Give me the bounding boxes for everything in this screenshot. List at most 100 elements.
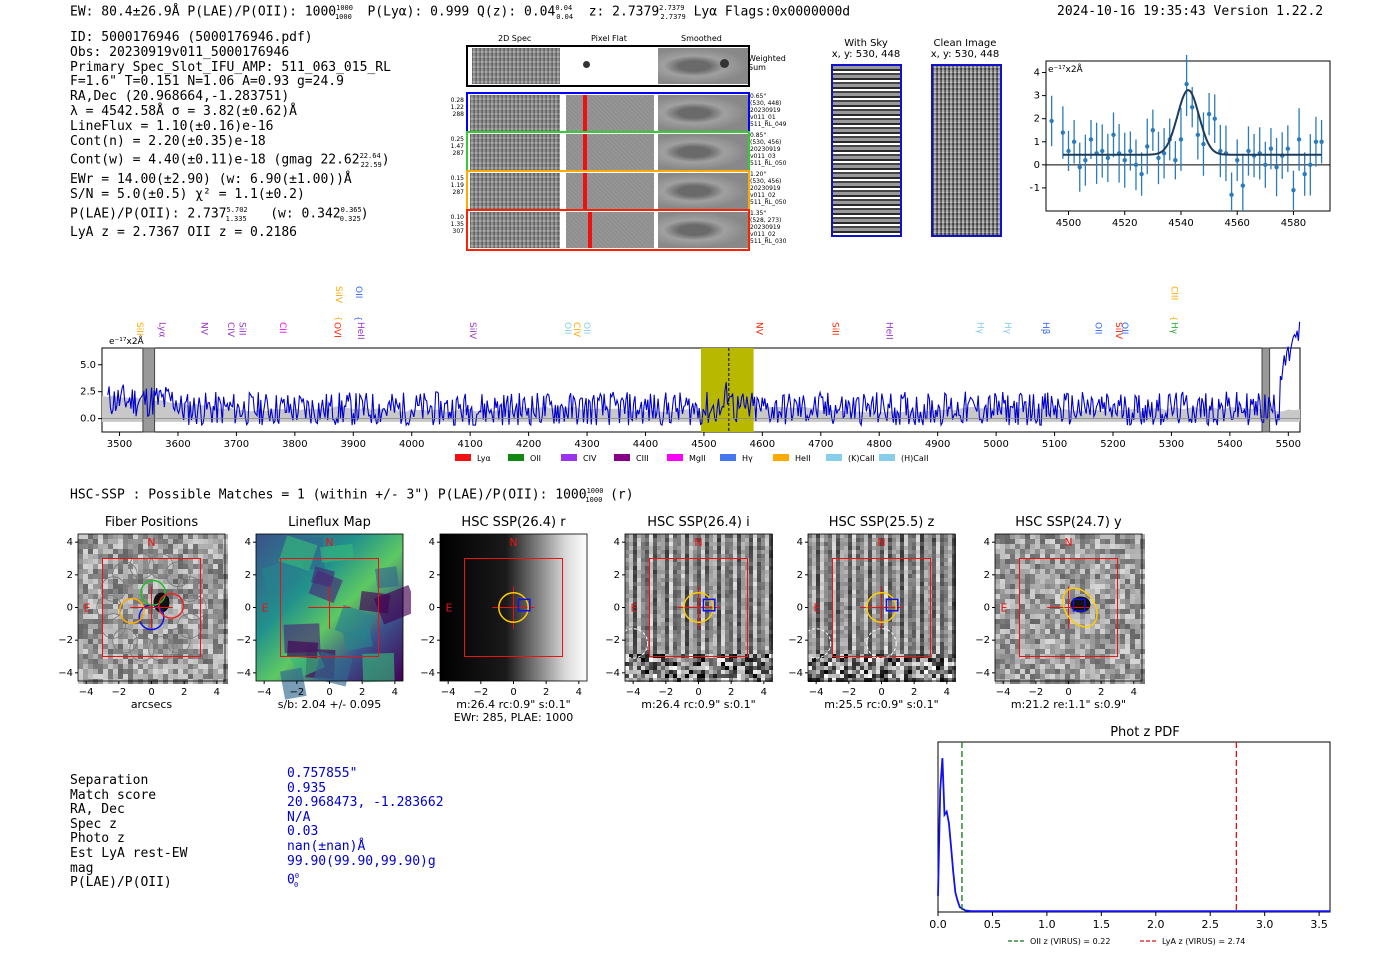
imaging-pixel	[765, 650, 769, 654]
imaging-pixel	[932, 678, 936, 682]
imaging-pixel	[178, 539, 183, 544]
imaging-pixel	[641, 618, 645, 622]
imaging-pixel	[948, 594, 952, 598]
imaging-pixel	[832, 602, 836, 606]
imaging-pixel	[1050, 634, 1055, 639]
imaging-pixel	[832, 626, 836, 630]
imaging-pixel	[872, 590, 876, 594]
imaging-pixel	[208, 544, 213, 549]
imaging-pixel	[213, 539, 218, 544]
imaging-pixel	[78, 564, 83, 569]
imaging-pixel	[689, 610, 693, 614]
imaging-pixel	[188, 649, 193, 654]
imaging-pixel	[123, 559, 128, 564]
imaging-pixel	[218, 639, 223, 644]
imaging-pixel	[737, 622, 741, 626]
imaging-pixel	[689, 578, 693, 582]
imaging-pixel	[1035, 649, 1040, 654]
imaging-pixel	[1010, 564, 1015, 569]
imaging-pixel	[904, 570, 908, 574]
imaging-pixel	[932, 606, 936, 610]
imaging-pixel	[133, 609, 138, 614]
imaging-pixel	[118, 629, 123, 634]
imaging-pixel	[737, 594, 741, 598]
imaging-pixel	[1025, 674, 1030, 679]
imaging-pixel	[816, 630, 820, 634]
imaging-pixel	[629, 650, 633, 654]
imaging-pixel	[1135, 534, 1140, 539]
imaging-pixel	[1080, 669, 1085, 674]
imaging-pixel	[178, 554, 183, 559]
imaging-pixel	[749, 666, 753, 670]
cutout-row	[466, 209, 750, 251]
imaging-pixel	[1140, 564, 1145, 569]
imaging-pixel	[948, 534, 952, 538]
imaging-pixel	[1065, 574, 1070, 579]
imaging-pixel	[108, 624, 113, 629]
imaging-pixel	[669, 674, 673, 678]
imaging-pixel	[83, 644, 88, 649]
imaging-pixel	[641, 650, 645, 654]
imaging-pixel	[725, 674, 729, 678]
imaging-pixel	[697, 662, 701, 666]
imaging-pixel	[1010, 654, 1015, 659]
imaging-pixel	[916, 670, 920, 674]
imaging-pixel	[653, 638, 657, 642]
imaging-pixel	[888, 602, 892, 606]
panel-ytick-label: −4	[58, 668, 73, 679]
imaging-pixel	[765, 582, 769, 586]
spectrum-line-label: CIII	[1168, 286, 1178, 300]
imaging-pixel	[812, 574, 816, 578]
imaging-pixel	[1000, 669, 1005, 674]
imaging-pixel	[920, 554, 924, 558]
imaging-pixel	[1015, 669, 1020, 674]
imaging-pixel	[856, 534, 860, 538]
east-label: E	[631, 602, 638, 615]
imaging-pixel	[1090, 559, 1095, 564]
imaging-pixel	[844, 646, 848, 650]
imaging-pixel	[717, 550, 721, 554]
imaging-pixel	[928, 674, 932, 678]
imaging-pixel	[868, 670, 872, 674]
panel-xtick-label: 4	[392, 687, 398, 698]
imaging-pixel	[868, 570, 872, 574]
imaging-pixel	[733, 646, 737, 650]
imaging-pixel	[733, 570, 737, 574]
panel-xtick-label: 0	[510, 687, 516, 698]
imaging-pixel	[1110, 569, 1115, 574]
imaging-pixel	[633, 602, 637, 606]
imaging-pixel	[721, 658, 725, 662]
imaging-pixel	[1075, 619, 1080, 624]
imaging-pixel	[208, 654, 213, 659]
imaging-pixel	[653, 602, 657, 606]
hsc-header: HSC-SSP : Possible Matches = 1 (within +…	[70, 487, 634, 504]
imaging-pixel	[944, 554, 948, 558]
imaging-pixel	[1045, 599, 1050, 604]
imaging-pixel	[178, 604, 183, 609]
imaging-pixel	[908, 558, 912, 562]
imaging-pixel	[816, 618, 820, 622]
imaging-pixel	[836, 642, 840, 646]
imaging-pixel	[904, 674, 908, 678]
imaging-pixel	[713, 562, 717, 566]
imaging-pixel	[128, 674, 133, 679]
imaging-pixel	[1055, 549, 1060, 554]
imaging-pixel	[705, 578, 709, 582]
imaging-pixel	[828, 602, 832, 606]
imaging-pixel	[645, 622, 649, 626]
imaging-pixel	[665, 538, 669, 542]
imaging-pixel	[828, 678, 832, 682]
imaging-pixel	[769, 562, 773, 566]
imaging-pixel	[924, 674, 928, 678]
imaging-pixel	[892, 534, 896, 538]
imaging-pixel	[812, 562, 816, 566]
imaging-pixel	[824, 550, 828, 554]
imaging-pixel	[1065, 604, 1070, 609]
imaging-pixel	[1035, 584, 1040, 589]
imaging-pixel	[940, 622, 944, 626]
imaging-pixel	[629, 678, 633, 682]
imaging-pixel	[1040, 589, 1045, 594]
imaging-pixel	[844, 630, 848, 634]
imaging-pixel	[193, 584, 198, 589]
